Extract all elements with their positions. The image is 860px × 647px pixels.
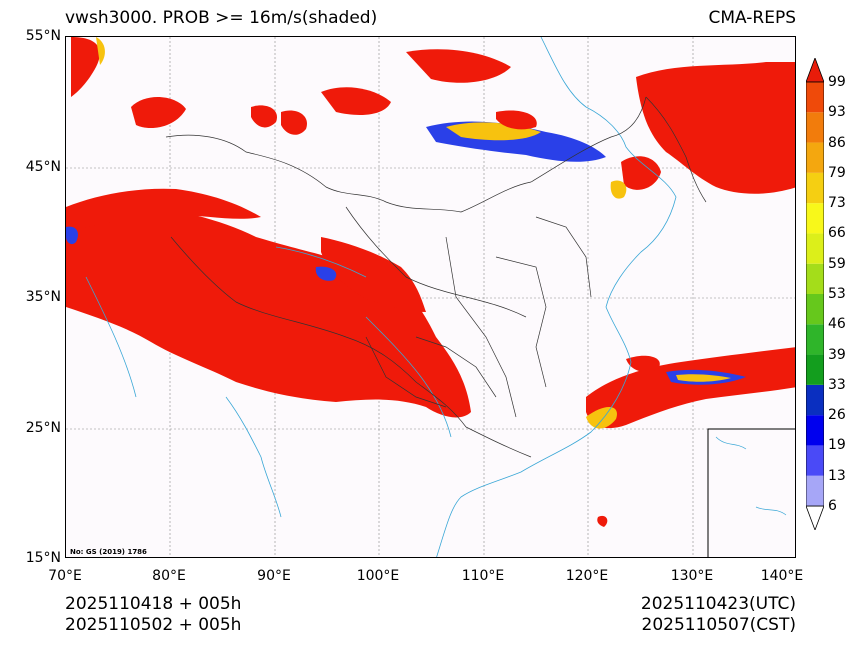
colorbar-tick-label: 99 <box>828 74 846 90</box>
colorbar-band <box>806 142 824 173</box>
prob-shading <box>66 37 795 527</box>
probability-map <box>66 37 795 557</box>
colorbar-band <box>806 203 824 234</box>
colorbar-tick-label: 26 <box>828 407 846 424</box>
lat-label-15: 15°N <box>25 550 61 566</box>
coastline-rivers <box>85 37 677 557</box>
lon-label-110: 110°E <box>461 568 505 584</box>
colorbar-band <box>806 294 824 325</box>
colorbar-tick-label: 93 <box>828 104 846 121</box>
model-name: CMA-REPS <box>708 8 796 28</box>
colorbar-band <box>806 354 824 385</box>
lat-label-45: 45°N <box>25 159 61 175</box>
colorbar-band <box>806 445 824 476</box>
colorbar-tick-label: 46 <box>828 316 846 333</box>
lon-label-90: 90°E <box>257 568 291 584</box>
colorbar-tick-label: 39 <box>828 346 846 363</box>
valid-time-cst: 2025110507(CST) <box>641 615 796 635</box>
colorbar-band <box>806 415 824 446</box>
map-approval-note: No: GS (2019) 1786 <box>70 548 147 556</box>
lat-label-55: 55°N <box>25 28 61 44</box>
colorbar-tick-label: 66 <box>828 225 846 242</box>
colorbar-band <box>806 324 824 355</box>
init-time-utc: 2025110418 + 005h <box>65 594 242 614</box>
lat-label-35: 35°N <box>25 289 61 305</box>
lon-label-140: 140°E <box>760 568 804 584</box>
colorbar-tick-label: 79 <box>828 164 846 181</box>
colorbar-extend-max <box>806 58 824 83</box>
colorbar <box>806 58 824 530</box>
colorbar-band <box>806 384 824 416</box>
colorbar-tick-label: 86 <box>828 134 846 151</box>
borders <box>165 96 707 458</box>
colorbar-tick-label: 19 <box>828 437 846 454</box>
colorbar-band <box>806 82 824 113</box>
lon-label-70: 70°E <box>48 568 82 584</box>
colorbar-tick-label: 6 <box>828 498 837 514</box>
colorbar-extend-min <box>806 505 824 530</box>
lon-label-120: 120°E <box>565 568 609 584</box>
map-area[interactable] <box>65 36 796 558</box>
south-china-sea-inset <box>707 428 795 557</box>
lat-label-25: 25°N <box>25 420 61 436</box>
colorbar-band <box>806 475 824 506</box>
colorbar-band <box>806 112 824 143</box>
colorbar-band <box>806 263 824 294</box>
colorbar-tick-label: 33 <box>828 376 846 393</box>
lon-label-100: 100°E <box>356 568 400 584</box>
colorbar-tick-label: 73 <box>828 195 846 212</box>
colorbar-band <box>806 233 824 264</box>
lon-label-130: 130°E <box>670 568 714 584</box>
colorbar-tick-label: 53 <box>828 286 846 302</box>
colorbar-tick-label: 59 <box>828 255 846 272</box>
init-time-cst: 2025110502 + 005h <box>65 615 242 635</box>
colorbar-band <box>806 172 824 204</box>
lon-label-80: 80°E <box>152 568 186 584</box>
valid-time-utc: 2025110423(UTC) <box>640 594 796 614</box>
map-title: vwsh3000. PROB >= 16m/s(shaded) <box>65 8 378 28</box>
colorbar-tick-label: 13 <box>828 467 846 484</box>
